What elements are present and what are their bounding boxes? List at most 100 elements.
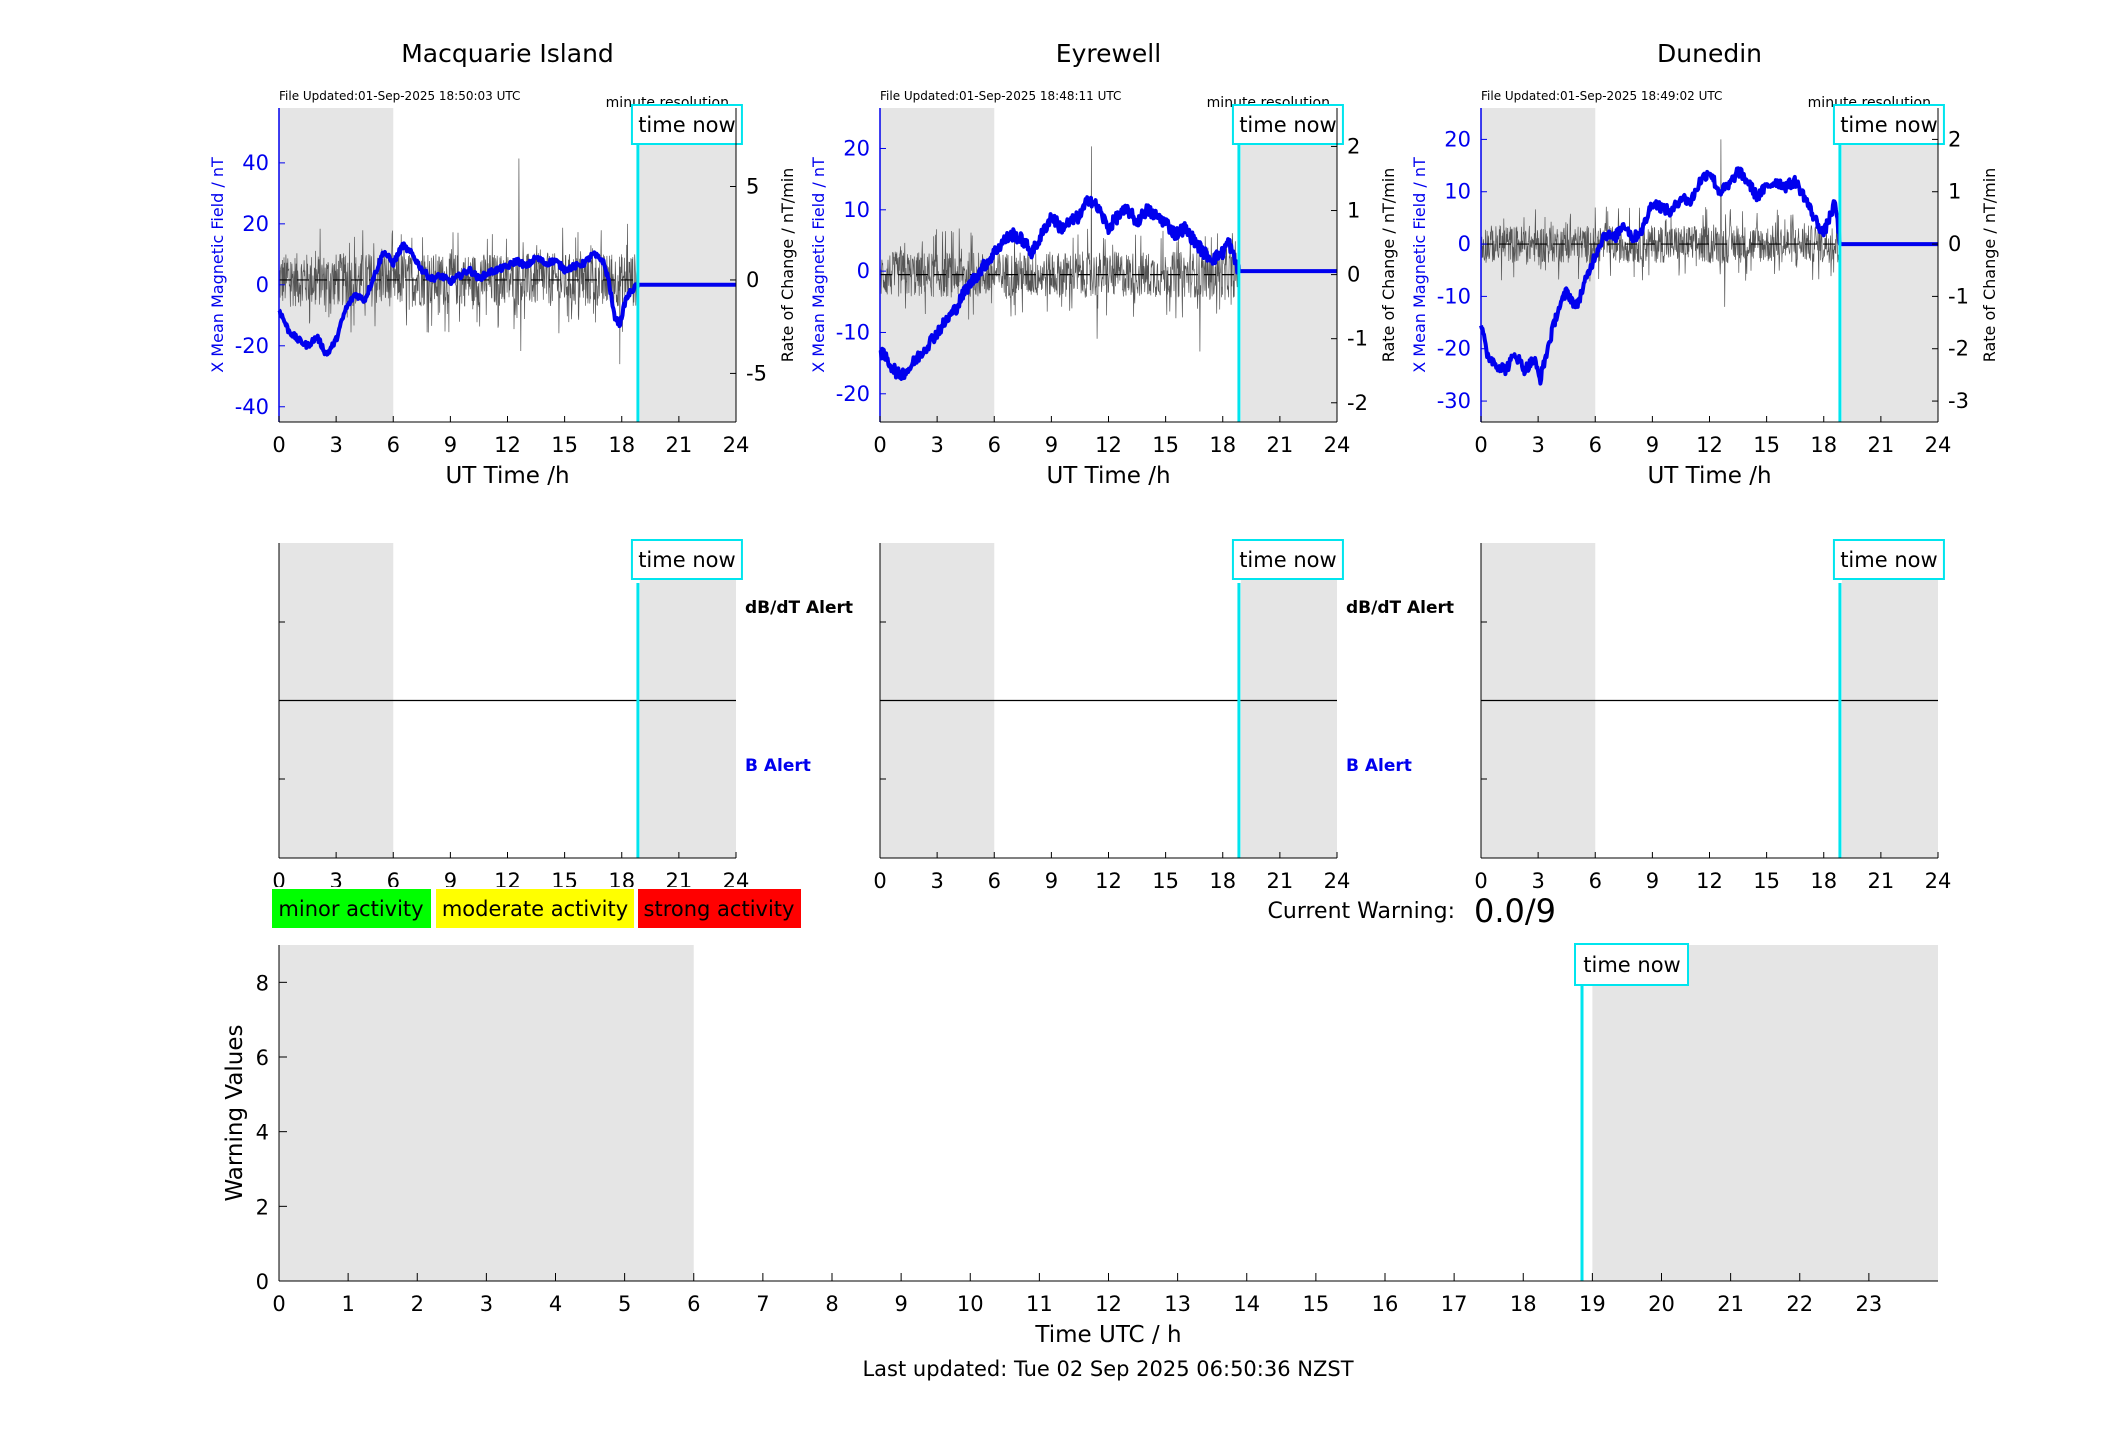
file-updated-text: File Updated:01-Sep-2025 18:50:03 UTC: [279, 89, 520, 103]
warning-night-shade-0: [279, 945, 694, 1281]
left-tick-label: -20: [836, 382, 870, 406]
alert-x-tick-label: 0: [873, 869, 886, 893]
time-now-label: time now: [638, 113, 735, 137]
warning-x-tick-label: 5: [618, 1292, 631, 1316]
alert-x-tick-label: 0: [1474, 869, 1487, 893]
station-title: Macquarie Island: [401, 39, 614, 68]
warning-y-tick-label: 6: [256, 1046, 269, 1070]
left-tick-label: -40: [235, 395, 269, 419]
current-warning-label: Current Warning:: [1268, 899, 1455, 924]
x-tick-label: 24: [1324, 433, 1351, 457]
warning-x-tick-label: 13: [1164, 1292, 1191, 1316]
right-tick-label: 2: [1347, 134, 1360, 158]
x-tick-label: 15: [551, 433, 578, 457]
left-axis-label: X Mean Magnetic Field / nT: [1410, 157, 1429, 373]
x-tick-label: 0: [272, 433, 285, 457]
warning-x-tick-label: 21: [1717, 1292, 1744, 1316]
left-tick-label: 0: [256, 273, 269, 297]
warning-x-tick-label: 12: [1095, 1292, 1122, 1316]
x-tick-label: 18: [1810, 433, 1837, 457]
warning-y-tick-label: 4: [256, 1121, 269, 1145]
warning-x-tick-label: 17: [1441, 1292, 1468, 1316]
rate-of-change-trace: [1480, 139, 1841, 307]
warning-x-tick-label: 1: [341, 1292, 354, 1316]
left-tick-label: -30: [1437, 389, 1471, 413]
x-tick-label: 12: [1095, 433, 1122, 457]
file-updated-text: File Updated:01-Sep-2025 18:49:02 UTC: [1481, 89, 1722, 103]
right-tick-label: 1: [1347, 199, 1360, 223]
station-title: Eyrewell: [1056, 39, 1161, 68]
b-alert-label: B Alert: [1346, 756, 1412, 776]
x-tick-label: 3: [1531, 433, 1544, 457]
x-tick-label: 15: [1152, 433, 1179, 457]
right-axis-label: Rate of Change / nT/min: [778, 168, 797, 363]
alert-time-now-label: time now: [638, 548, 735, 572]
legend-minor-label: minor activity: [278, 897, 423, 921]
warning-x-tick-label: 22: [1786, 1292, 1813, 1316]
x-tick-label: 21: [1868, 433, 1895, 457]
right-tick-label: 2: [1948, 127, 1961, 151]
right-tick-label: 5: [746, 175, 759, 199]
left-tick-label: 40: [242, 151, 269, 175]
warning-x-tick-label: 18: [1510, 1292, 1537, 1316]
left-tick-label: -20: [235, 334, 269, 358]
x-axis-label: UT Time /h: [445, 463, 569, 489]
last-updated: Last updated: Tue 02 Sep 2025 06:50:36 N…: [862, 1357, 1353, 1381]
alert-time-now-label: time now: [1239, 548, 1336, 572]
dbdt-alert-label: dB/dT Alert: [1346, 598, 1454, 618]
magnetic-field-trace: [277, 241, 736, 357]
alert-x-tick-label: 18: [1209, 869, 1236, 893]
warning-x-tick-label: 19: [1579, 1292, 1606, 1316]
x-tick-label: 12: [494, 433, 521, 457]
right-tick-label: 0: [746, 268, 759, 292]
alert-time-now-box: [630, 539, 743, 580]
alert-x-tick-label: 21: [1267, 869, 1294, 893]
time-now-box: [1231, 104, 1344, 145]
left-tick-label: 0: [1458, 232, 1471, 256]
warning-y-tick-label: 0: [256, 1270, 269, 1294]
right-axis-label: Rate of Change / nT/min: [1980, 168, 1999, 363]
warning-x-tick-label: 9: [894, 1292, 907, 1316]
x-tick-label: 21: [666, 433, 693, 457]
x-tick-label: 15: [1753, 433, 1780, 457]
dbdt-alert-label: dB/dT Alert: [745, 598, 853, 618]
x-tick-label: 21: [1267, 433, 1294, 457]
alert-x-tick-label: 24: [1324, 869, 1351, 893]
alert-x-tick-label: 12: [1696, 869, 1723, 893]
warning-time-now-label: time now: [1583, 953, 1680, 977]
warning-x-tick-label: 11: [1026, 1292, 1053, 1316]
warning-night-shade-1: [1592, 945, 1938, 1281]
left-tick-label: 20: [1444, 127, 1471, 151]
warning-x-tick-label: 16: [1372, 1292, 1399, 1316]
left-tick-label: -10: [1437, 284, 1471, 308]
left-tick-label: 20: [242, 212, 269, 236]
alert-x-tick-label: 15: [1753, 869, 1780, 893]
alert-x-tick-label: 3: [1531, 869, 1544, 893]
warning-x-tick-label: 3: [480, 1292, 493, 1316]
right-tick-label: -1: [1347, 327, 1368, 351]
right-tick-label: -1: [1948, 284, 1969, 308]
file-updated-text: File Updated:01-Sep-2025 18:48:11 UTC: [880, 89, 1121, 103]
warning-x-tick-label: 23: [1856, 1292, 1883, 1316]
left-tick-label: -20: [1437, 337, 1471, 361]
time-now-label: time now: [1840, 113, 1937, 137]
warning-x-tick-label: 10: [957, 1292, 984, 1316]
x-tick-label: 3: [329, 433, 342, 457]
alert-x-tick-label: 15: [1152, 869, 1179, 893]
x-tick-label: 9: [1646, 433, 1659, 457]
night-shade-1: [1841, 108, 1938, 422]
x-tick-label: 6: [988, 433, 1001, 457]
alert-x-tick-label: 9: [1646, 869, 1659, 893]
x-axis-label: UT Time /h: [1647, 463, 1771, 489]
x-tick-label: 24: [1925, 433, 1952, 457]
rate-of-change-trace: [879, 146, 1240, 352]
left-tick-label: 10: [1444, 180, 1471, 204]
warning-x-tick-label: 20: [1648, 1292, 1675, 1316]
warning-x-axis-label: Time UTC / h: [1034, 1322, 1181, 1348]
legend-moderate-label: moderate activity: [442, 897, 628, 921]
time-now-box: [1832, 104, 1945, 145]
warning-y-tick-label: 8: [256, 971, 269, 995]
warning-x-tick-label: 2: [411, 1292, 424, 1316]
